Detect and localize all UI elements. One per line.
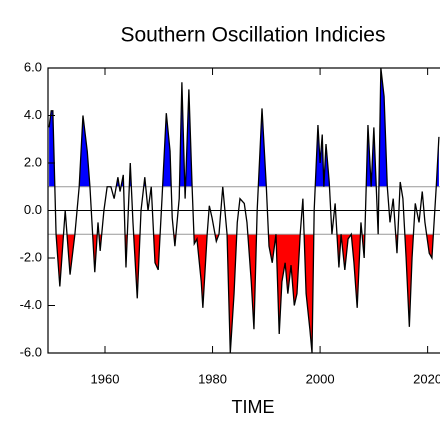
y-tick-label: 0.0 xyxy=(24,202,42,217)
y-tick-label: -2.0 xyxy=(20,249,42,264)
x-tick-label: 2020 xyxy=(413,371,440,386)
y-tick-label: 4.0 xyxy=(24,107,42,122)
x-tick-label: 1960 xyxy=(91,371,120,386)
x-tick-label: 1980 xyxy=(198,371,227,386)
y-tick-label: -6.0 xyxy=(20,344,42,359)
chart-title: Southern Oscillation Indicies xyxy=(121,24,386,47)
x-tick-label: 2000 xyxy=(306,371,335,386)
y-tick-label: -4.0 xyxy=(20,297,42,312)
y-tick-label: 2.0 xyxy=(24,154,42,169)
x-axis-label: TIME xyxy=(232,397,275,417)
positive-fill xyxy=(49,68,439,187)
y-tick-label: 6.0 xyxy=(24,59,42,74)
series-line xyxy=(48,67,440,354)
